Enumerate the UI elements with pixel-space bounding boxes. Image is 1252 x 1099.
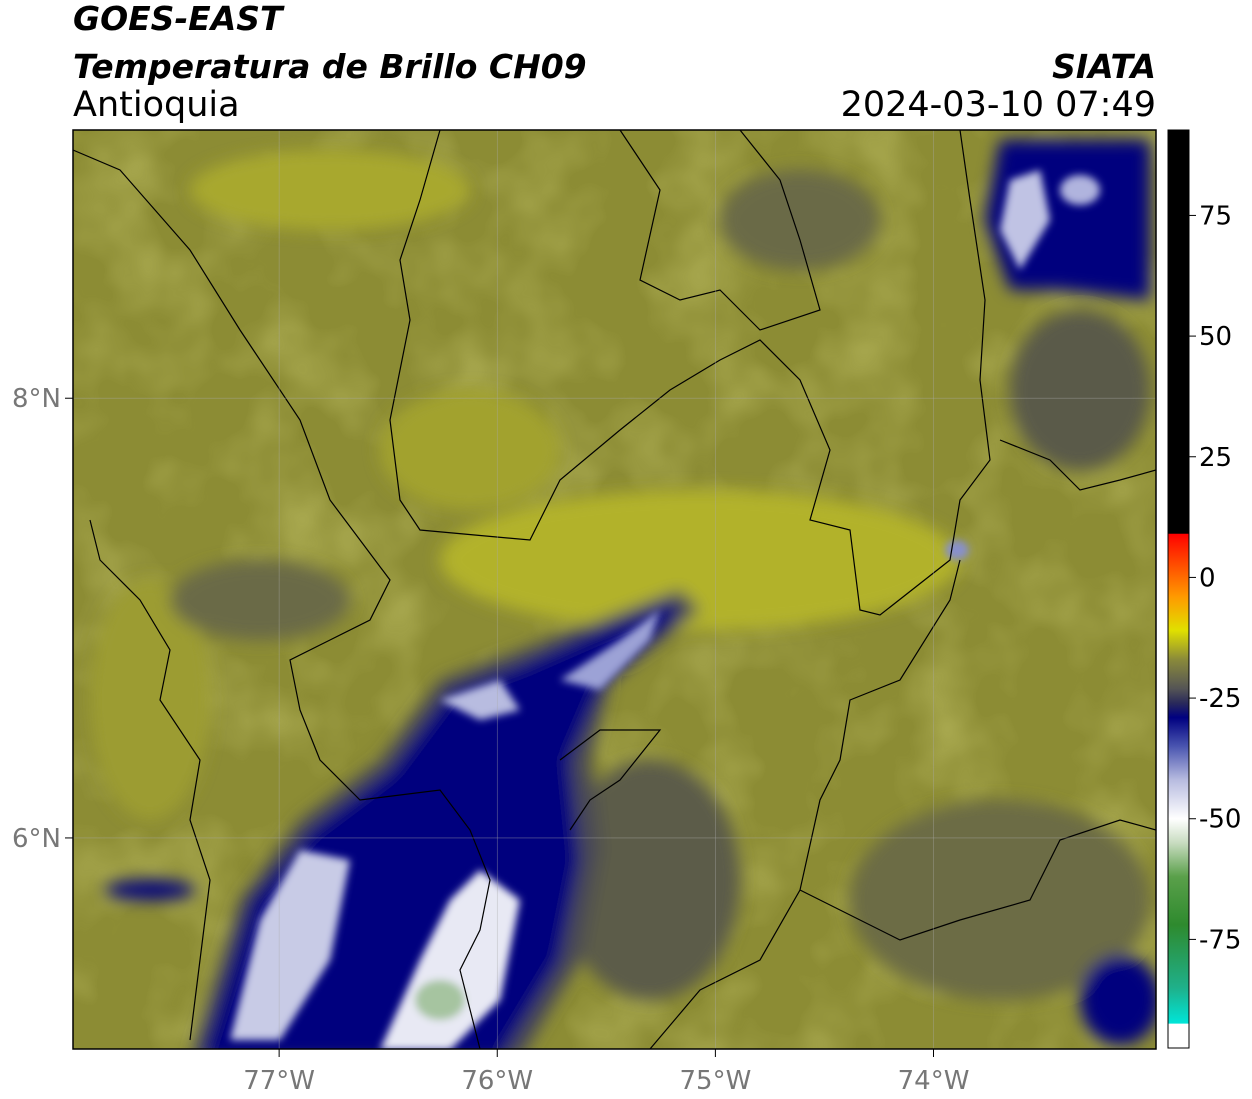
- lon-tick-label: 76°W: [461, 1066, 533, 1096]
- colorbar-tick-label: -25: [1199, 684, 1241, 714]
- colorbar-tick-label: -75: [1199, 925, 1241, 955]
- colorbar-tick-label: 25: [1199, 443, 1232, 473]
- map-image: [73, 130, 1156, 1049]
- grid: [73, 130, 1156, 1049]
- colorbar-tick-label: -50: [1199, 805, 1241, 835]
- subtitle: Temperatura de Brillo CH09: [73, 47, 587, 86]
- ticks: 77°W 76°W 75°W 74°W 8°N 6°N: [12, 384, 969, 1096]
- lon-tick-label: 74°W: [898, 1066, 970, 1096]
- lat-tick-label: 8°N: [12, 384, 61, 414]
- datetime: 2024-03-10 07:49: [841, 85, 1156, 125]
- lon-tick-label: 77°W: [243, 1066, 315, 1096]
- title: GOES-EAST: [73, 0, 285, 38]
- colorbar-tick-label: 0: [1199, 563, 1216, 593]
- colorbar-ticks: 75 50 25 0 -25 -50 -75: [1189, 201, 1241, 955]
- colorbar-tick-label: 50: [1199, 322, 1232, 352]
- lat-tick-label: 6°N: [12, 824, 61, 854]
- borders: [73, 130, 1156, 1049]
- region: Antioquia: [73, 85, 240, 125]
- map-frame: [72, 129, 1157, 1050]
- source: SIATA: [1052, 47, 1156, 86]
- colorbar: [1167, 129, 1190, 1049]
- colorbar-tick-label: 75: [1199, 201, 1232, 231]
- lon-tick-label: 75°W: [679, 1066, 751, 1096]
